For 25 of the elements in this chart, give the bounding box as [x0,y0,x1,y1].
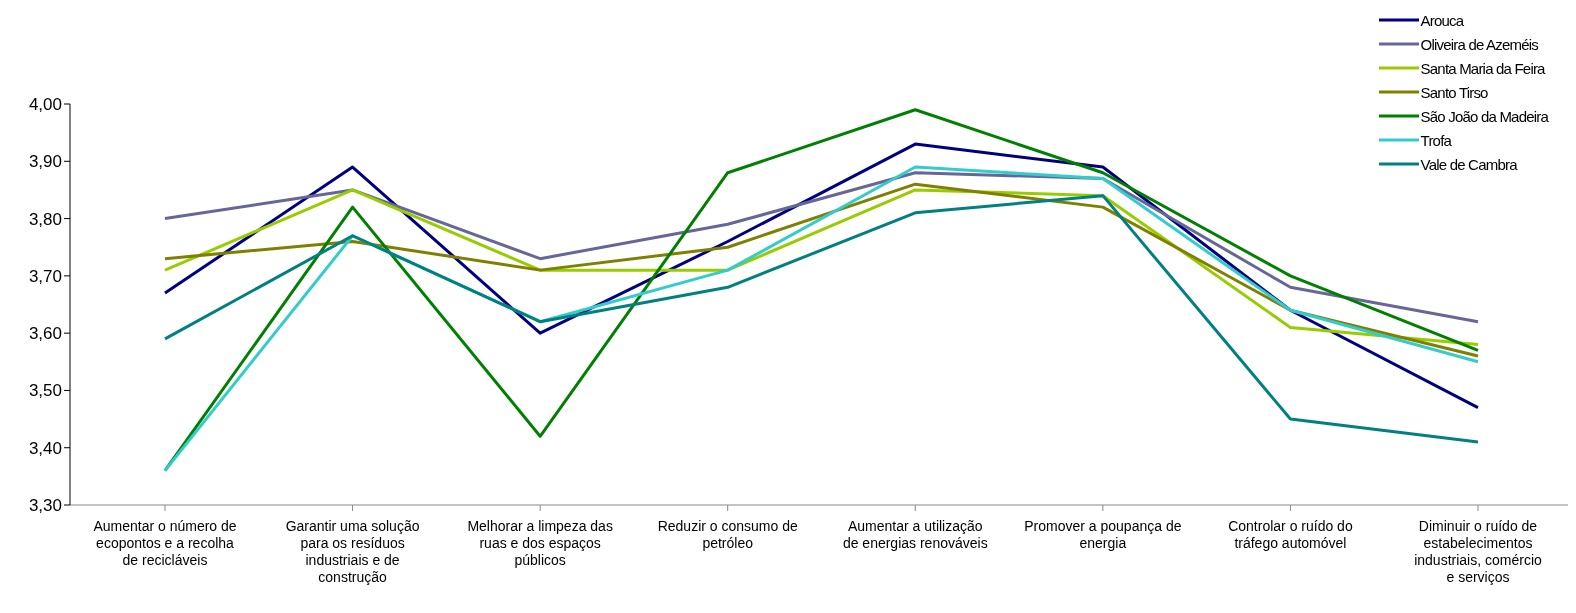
y-tick-label: 3,50 [28,381,62,401]
x-tick-label: Diminuir o ruído de estabelecimentos industriais, comércio e serviços [1414,518,1543,585]
y-tick-label: 3,60 [28,324,62,344]
x-tick-label: Controlar o ruído do tráfego automóvel [1228,518,1353,551]
line-series [163,171,1480,324]
y-tick-label: 3,30 [28,496,62,516]
legend-label: Trofa [1420,131,1452,149]
legend-label: São João da Madeira [1420,107,1548,125]
legend-label: Arouca [1420,11,1464,29]
x-tick-label: Melhorar a limpeza das ruas e dos espaços públicos [467,518,613,568]
legend-label: Santa Maria da Feira [1420,59,1545,77]
x-tick-label: Aumentar a utilização de energias renováveis [842,518,988,551]
y-tick-label: 3,90 [28,152,62,172]
legend-label: Santo Tirso [1420,83,1488,101]
y-tick-label: 3,40 [28,438,62,458]
y-tick-label: 3,80 [28,209,62,229]
y-tick-label: 4,00 [28,95,62,115]
legend-label: Oliveira de Azeméis [1420,35,1538,53]
x-tick-label: Reduzir o consumo de petróleo [657,518,798,551]
y-tick-label: 3,70 [28,266,62,286]
line-series [163,194,1480,444]
x-tick-label: Garantir uma solução para os resíduos industriais e de construção [285,518,420,585]
x-tick-label: Promover a poupança de energia [1024,518,1182,551]
x-tick-label: Aumentar o número de ecopontos e a recolha de recicláveis [93,518,237,568]
legend-label: Vale de Cambra [1420,155,1517,173]
